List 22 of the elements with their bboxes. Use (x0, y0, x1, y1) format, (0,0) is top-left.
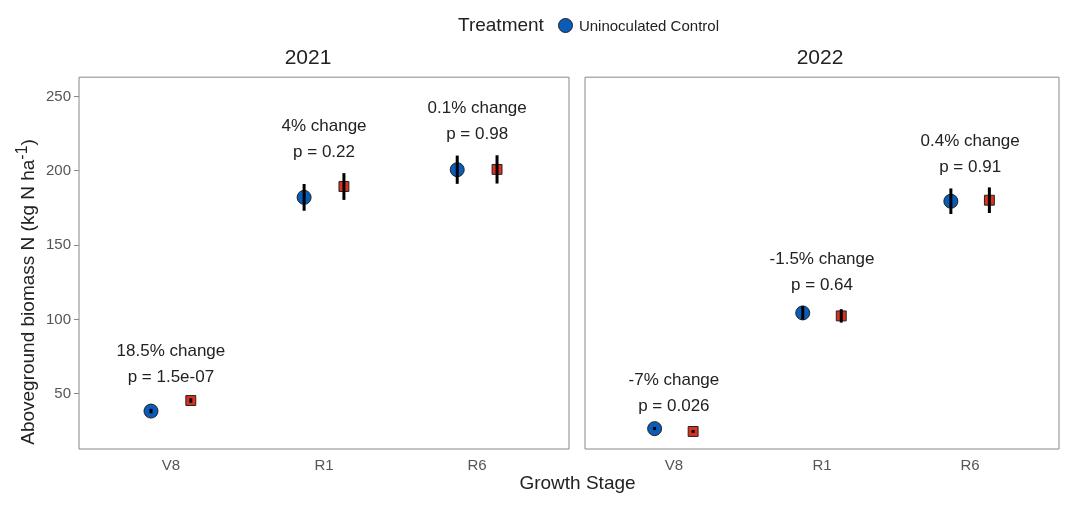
x-tick-label: R1 (314, 456, 334, 474)
x-tick-label: V8 (161, 456, 181, 474)
x-tick-label: R6 (960, 456, 980, 474)
legend-label: Uninoculated Control (578, 16, 719, 34)
legend-title: Treatment (458, 14, 544, 36)
annotation: -7% change p = 0.026 (628, 370, 720, 416)
annotation: -1.5% change p = 0.64 (769, 249, 875, 295)
y-tick-label: 150 (46, 235, 72, 253)
x-tick-label: R6 (467, 456, 487, 474)
annotation: 4% change p = 0.22 (281, 116, 367, 162)
annotation: 18.5% change p = 1.5e-07 (116, 341, 226, 387)
x-tick-label: V8 (664, 456, 684, 474)
x-axis-title: Growth Stage (518, 472, 637, 494)
annotation: 0.4% change p = 0.91 (920, 130, 1020, 176)
y-tick-label: 200 (46, 161, 72, 179)
y-tick-label: 50 (54, 384, 72, 402)
annotation: 0.1% change p = 0.98 (427, 98, 527, 144)
chart-title: 2021 (284, 45, 332, 69)
y-tick-label: 100 (46, 309, 72, 327)
chart-title: 2022 (796, 45, 844, 69)
x-tick-label: R1 (812, 456, 832, 474)
y-tick-label: 250 (46, 86, 72, 104)
